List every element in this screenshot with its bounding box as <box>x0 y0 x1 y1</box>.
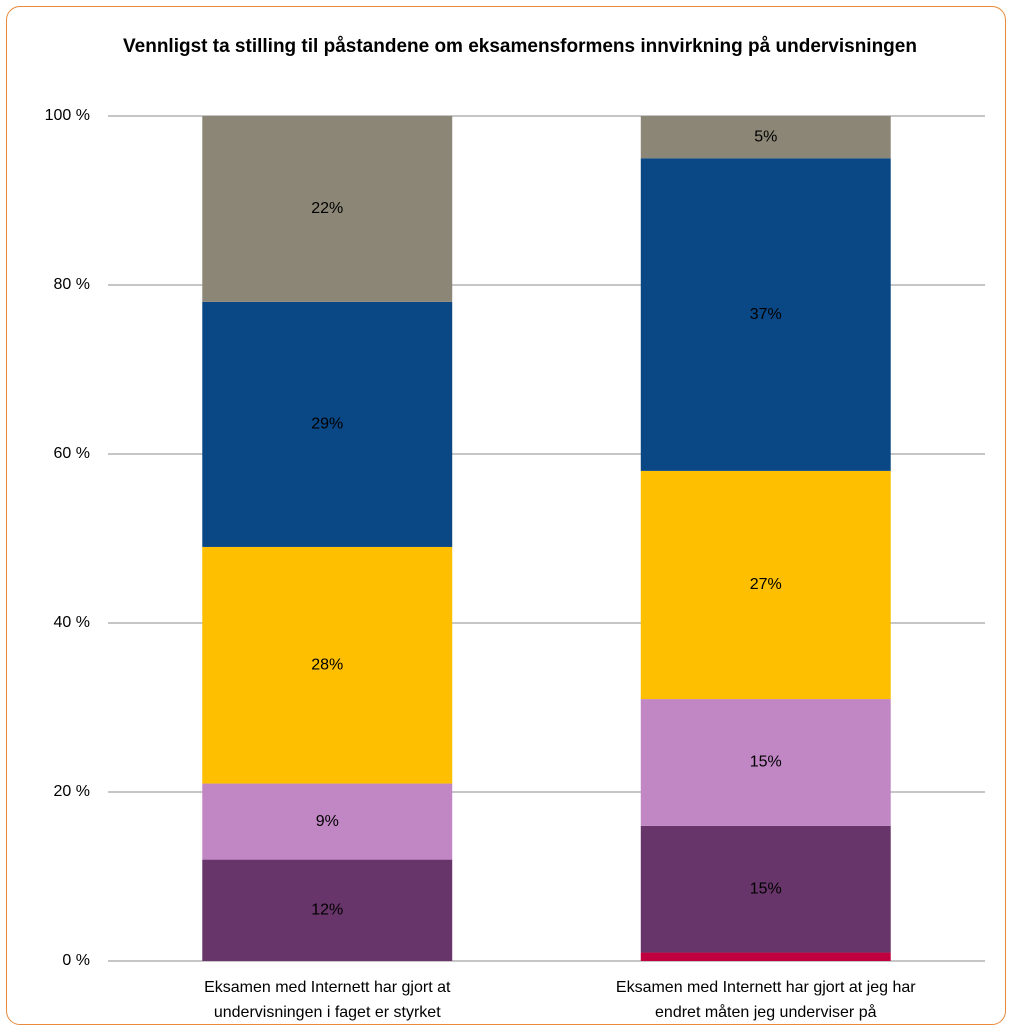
value-label: 15% <box>750 880 782 897</box>
y-tick-label: 20 % <box>54 783 90 800</box>
value-label: 37% <box>750 306 782 323</box>
bar-segment <box>202 116 453 302</box>
bar-segment <box>640 825 891 953</box>
bar-segment <box>640 470 891 700</box>
y-tick-label: 40 % <box>54 614 90 631</box>
bar-segment <box>640 116 891 159</box>
value-label: 29% <box>311 416 343 433</box>
value-label: 28% <box>311 656 343 673</box>
bar-segment <box>202 546 453 784</box>
y-tick-label: 100 % <box>45 107 90 124</box>
x-tick-label: Eksamen med Internett har gjort at under… <box>204 979 451 1021</box>
bar-segment <box>202 859 453 961</box>
value-label: 27% <box>750 576 782 593</box>
bar-segment <box>202 783 453 860</box>
bar-segment <box>640 699 891 826</box>
y-tick-label: 60 % <box>54 445 90 462</box>
y-tick-label: 0 % <box>62 952 90 969</box>
value-label: 15% <box>750 754 782 771</box>
value-label: 5% <box>754 128 777 145</box>
chart-title: Vennligst ta stilling til påstandene om … <box>123 36 917 57</box>
x-tick-label: Eksamen med Internett har gjort at jeg h… <box>615 979 916 1021</box>
y-tick-label: 80 % <box>54 276 90 293</box>
value-label: 12% <box>311 902 343 919</box>
value-label: 9% <box>316 813 339 830</box>
bar-segment <box>640 158 891 471</box>
bar-segment <box>202 301 453 547</box>
chart-frame <box>6 6 1006 1025</box>
value-label: 22% <box>311 200 343 217</box>
bar-segment <box>640 952 891 961</box>
